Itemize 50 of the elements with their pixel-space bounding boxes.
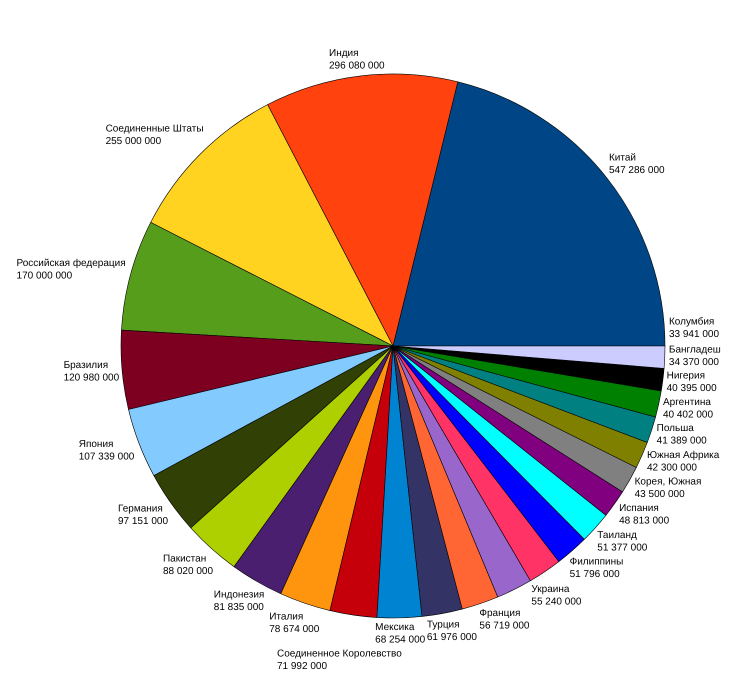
data-label: 78 674 000 bbox=[269, 624, 320, 635]
data-label: 296 080 000 bbox=[329, 60, 386, 72]
slice-label: Украина bbox=[531, 584, 570, 595]
data-label: 41 389 000 bbox=[656, 436, 708, 447]
slice-label: Нигерия bbox=[666, 370, 705, 382]
slice-label: Корея, Южная bbox=[634, 476, 702, 488]
slice-label: Япония bbox=[78, 438, 114, 450]
data-label: 61 976 000 bbox=[426, 632, 478, 643]
data-label: 42 300 000 bbox=[646, 462, 698, 474]
slice-label: Колумбия bbox=[668, 316, 714, 328]
slice-label: Аргентина bbox=[662, 396, 712, 408]
data-label: 40 402 000 bbox=[662, 409, 714, 420]
data-label: 97 151 000 bbox=[118, 516, 168, 528]
slice-label: Южная Африка bbox=[646, 450, 720, 462]
slice-label: Китай bbox=[608, 152, 636, 164]
slice-label: Пакистан bbox=[162, 554, 206, 565]
slice-label: Филиппины bbox=[570, 556, 624, 568]
data-label: 51 377 000 bbox=[597, 542, 648, 554]
data-label: 81 835 000 bbox=[214, 602, 264, 613]
slice-label: Индонезия bbox=[214, 589, 264, 600]
data-label: 48 813 000 bbox=[619, 515, 670, 526]
data-label: 33 941 000 bbox=[668, 328, 720, 340]
slice-label: Таиланд bbox=[597, 530, 638, 541]
slice-label: Франция bbox=[479, 608, 520, 620]
slice-label: Германия bbox=[118, 504, 163, 515]
data-label: 56 719 000 bbox=[479, 620, 530, 632]
slice-label: Италия bbox=[269, 611, 304, 622]
data-label: 40 395 000 bbox=[666, 382, 718, 394]
data-label: 107 339 000 bbox=[78, 451, 135, 462]
slice-label: Бразилия bbox=[64, 360, 108, 371]
data-label: 120 980 000 bbox=[64, 372, 120, 384]
slice-label: Соединенные Штаты bbox=[106, 124, 204, 135]
data-label: 34 370 000 bbox=[668, 356, 720, 368]
slice-label: Российская федерация bbox=[16, 258, 126, 270]
slice-label: Мексика bbox=[375, 622, 415, 633]
slice-label: Индия bbox=[329, 48, 359, 60]
slice-label: Польша bbox=[656, 423, 694, 434]
data-label: 255 000 000 bbox=[106, 136, 162, 148]
data-label: 51 796 000 bbox=[570, 569, 620, 580]
slice-label: Бангладеш bbox=[668, 344, 721, 356]
data-label: 170 000 000 bbox=[16, 270, 73, 282]
slice-label: Испания bbox=[619, 502, 659, 514]
data-label: 71 992 000 bbox=[276, 661, 328, 672]
data-label: 68 254 000 bbox=[375, 634, 426, 646]
slice-label: Соединенное Королевство bbox=[276, 648, 402, 660]
data-label: 55 240 000 bbox=[531, 596, 582, 608]
slice-label: Турция bbox=[426, 619, 460, 630]
data-label: 88 020 000 bbox=[162, 566, 214, 578]
data-label: 43 500 000 bbox=[634, 488, 686, 500]
data-label: 547 286 000 bbox=[608, 165, 665, 176]
